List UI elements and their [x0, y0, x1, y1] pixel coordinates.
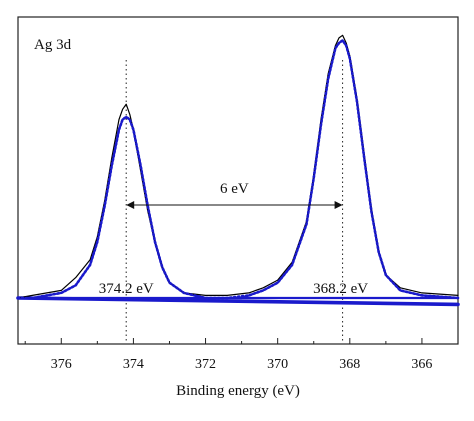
chart-title: Ag 3d — [34, 37, 72, 53]
x-tick-label: 366 — [411, 357, 432, 372]
x-axis-label: Binding energy (eV) — [176, 383, 300, 399]
splitting-arrowhead-left — [126, 201, 135, 209]
plot-frame — [17, 16, 459, 345]
annotations: Ag 3d 6 eV 374.2 eV 368.2 eV — [34, 37, 368, 297]
x-axis: 376 374 372 370 368 366 — [24, 338, 459, 372]
splitting-arrowhead-right — [334, 201, 343, 209]
x-tick-label: 374 — [123, 357, 144, 372]
peak-label-2: 368.2 eV — [313, 281, 368, 297]
x-tick-label: 368 — [339, 357, 360, 372]
peak-label-1: 374.2 eV — [99, 281, 154, 297]
x-tick-label: 372 — [195, 357, 216, 372]
x-tick-label: 370 — [267, 357, 288, 372]
series-raw-data — [17, 34, 459, 299]
splitting-label: 6 eV — [220, 181, 249, 197]
spectrum-curves — [16, 34, 460, 307]
series-fit-total — [16, 39, 460, 300]
x-tick-label: 376 — [51, 357, 72, 372]
